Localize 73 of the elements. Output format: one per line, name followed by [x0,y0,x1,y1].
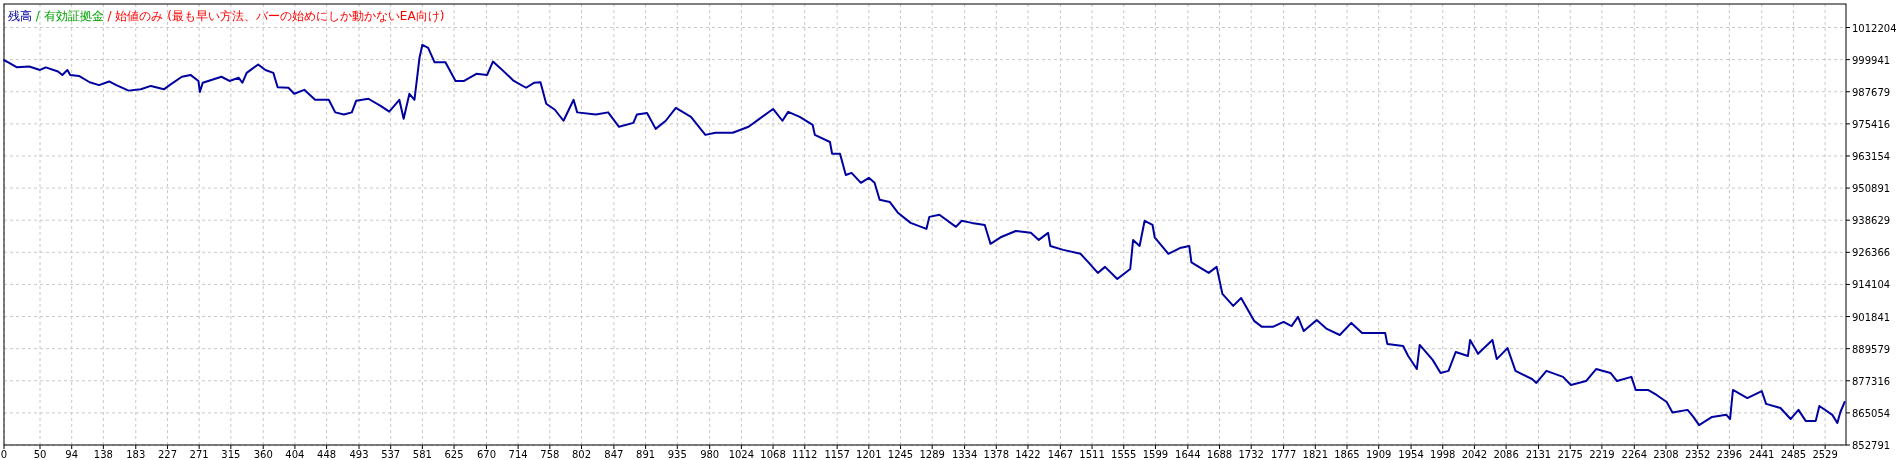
x-tick-label: 2086 [1493,449,1519,460]
x-tick-label: 404 [285,449,305,460]
x-tick-label: 2219 [1589,449,1615,460]
x-tick-label: 537 [381,449,401,460]
x-tick-label: 1378 [983,449,1010,460]
x-tick-label: 935 [667,449,687,460]
x-tick-label: 1157 [824,449,850,460]
y-tick-label: 914104 [1852,279,1891,291]
x-tick-label: 94 [65,449,79,460]
y-tick-label: 963154 [1852,150,1891,162]
y-tick-label: 1012204 [1852,22,1897,34]
x-tick-label: 2441 [1749,449,1775,460]
x-tick-label: 2529 [1812,449,1838,460]
x-tick-label: 1112 [792,449,818,460]
y-tick-label: 950891 [1852,183,1891,195]
x-tick-label: 1777 [1270,449,1297,460]
x-tick-label: 1467 [1047,449,1074,460]
x-tick-label: 1334 [951,449,978,460]
y-tick-label: 999941 [1852,54,1891,66]
x-tick-label: 183 [126,449,146,460]
x-tick-label: 138 [93,449,113,460]
x-tick-label: 1422 [1015,449,1041,460]
x-tick-label: 1201 [856,449,882,460]
x-tick-label: 1998 [1430,449,1456,460]
x-tick-label: 670 [476,449,497,460]
x-tick-label: 1068 [760,449,786,460]
x-tick-label: 1511 [1079,449,1105,460]
x-tick-label: 271 [189,449,209,460]
x-tick-label: 1024 [728,449,755,460]
x-tick-label: 448 [317,449,337,460]
x-tick-label: 315 [221,449,241,460]
x-tick-label: 1599 [1142,449,1169,460]
x-tick-label: 1644 [1175,449,1201,460]
x-tick-label: 802 [571,449,592,460]
y-tick-label: 889579 [1852,343,1891,355]
x-tick-label: 625 [444,449,464,460]
y-tick-label: 926366 [1852,247,1891,259]
y-tick-label: 975416 [1852,118,1891,130]
x-tick-label: 1688 [1206,449,1233,460]
x-tick-label: 0 [0,449,8,460]
y-tick-label: 938629 [1852,215,1891,227]
x-tick-label: 1245 [887,449,914,460]
x-tick-label: 847 [604,449,624,460]
x-tick-label: 2175 [1557,449,1583,460]
x-tick-label: 2308 [1653,449,1679,460]
y-tick-label: 865054 [1852,407,1891,419]
y-tick-label: 852791 [1852,440,1891,451]
x-tick-label: 2352 [1684,449,1711,460]
x-tick-label: 2131 [1525,449,1552,460]
x-tick-label: 360 [253,449,273,460]
x-tick-label: 493 [349,449,369,460]
x-tick-label: 1865 [1334,449,1360,460]
x-tick-label: 2485 [1780,449,1807,460]
x-tick-label: 980 [700,449,720,460]
x-tick-label: 227 [157,449,178,460]
y-tick-label: 901841 [1852,311,1891,323]
x-tick-label: 1954 [1398,449,1424,460]
y-tick-label: 987679 [1852,86,1891,98]
x-tick-label: 758 [540,449,560,460]
x-tick-label: 581 [412,449,432,460]
x-tick-label: 2264 [1621,449,1648,460]
x-tick-label: 2042 [1461,449,1488,460]
x-tick-label: 1555 [1111,449,1137,460]
y-tick-label: 877316 [1852,375,1891,387]
x-tick-label: 891 [636,449,656,460]
x-tick-label: 1821 [1302,449,1329,460]
x-tick-label: 1732 [1238,449,1264,460]
x-tick-label: 1909 [1365,449,1392,460]
x-tick-label: 2396 [1716,449,1743,460]
x-tick-label: 50 [33,449,47,460]
x-tick-label: 714 [508,449,528,460]
legend: 残高 / 有効証拠金 / 始値のみ (最も早い方法、バーの始めにしか動かないEA向け) [8,9,445,23]
x-tick-label: 1289 [919,449,945,460]
